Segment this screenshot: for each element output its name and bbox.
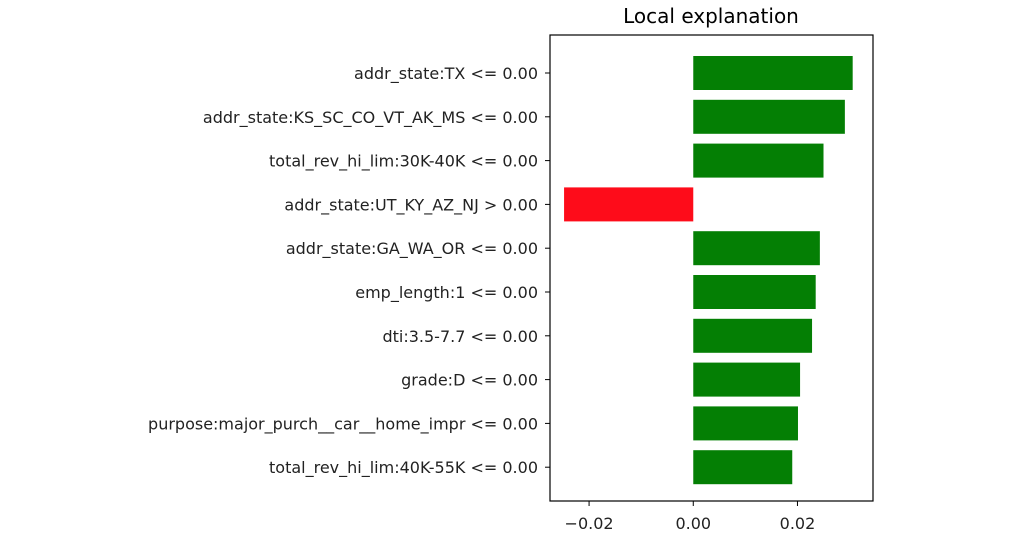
bar-2 [693,99,845,134]
y-tick-label: emp_length:1 <= 0.00 [355,283,538,303]
bar-8 [693,362,801,397]
y-tick-label: grade:D <= 0.00 [401,371,538,390]
y-tick-label: addr_state:GA_WA_OR <= 0.00 [286,239,538,259]
y-tick-label: total_rev_hi_lim:40K-55K <= 0.00 [269,458,538,478]
chart-title: Local explanation [623,4,799,28]
bar-1 [693,56,853,90]
y-tick-label: total_rev_hi_lim:30K-40K <= 0.00 [269,152,538,172]
bar-4 [564,187,694,222]
y-tick-label: addr_state:UT_KY_AZ_NJ > 0.00 [284,195,538,215]
x-tick-label: 0.00 [675,514,711,533]
bar-7 [693,318,813,353]
bar-3 [693,143,824,178]
y-tick-label: addr_state:TX <= 0.00 [354,64,538,84]
y-tick-label: addr_state:KS_SC_CO_VT_AK_MS <= 0.00 [203,108,538,128]
plot-frame [549,34,874,502]
bar-10 [693,450,793,485]
x-tick-label: 0.02 [780,514,816,533]
bar-5 [693,231,820,266]
bar-6 [693,275,816,309]
y-tick-label: purpose:major_purch__car__home_impr <= 0… [148,414,538,434]
y-tick-label: dti:3.5-7.7 <= 0.00 [382,327,538,346]
x-tick-label: −0.02 [565,514,614,533]
bar-9 [693,406,798,441]
